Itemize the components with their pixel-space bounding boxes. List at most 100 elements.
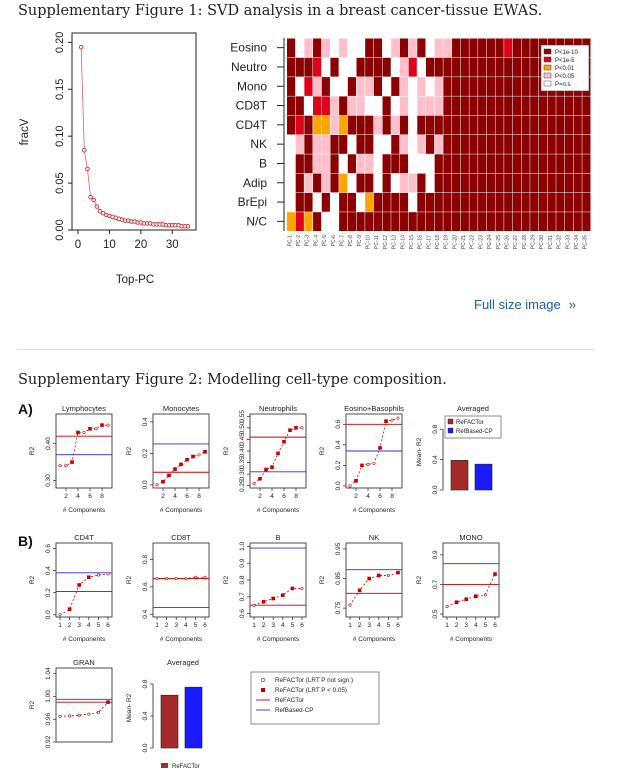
row-label: Mono [237,79,267,93]
heatmap-cell [391,115,400,135]
x-axis-label: # Components [63,636,106,643]
heatmap-cell [304,135,313,154]
legend-box [444,415,502,439]
series-point-significant [357,588,362,593]
y-tick-label: 0.4 [142,711,149,720]
heatmap-cell [321,38,330,58]
heatmap-cell [582,96,591,116]
heatmap-cell [478,212,487,231]
x-tick-label: 3 [464,622,468,629]
heatmap-cell [478,57,487,77]
heatmap-cell [287,38,296,58]
heatmap-cell [547,154,556,174]
y-tick-label: 0.4 [432,455,439,464]
heatmap-cell [313,77,322,96]
y-tick-label: 0.0 [142,480,149,489]
heatmap-cell [391,135,400,154]
legend-label: ReFACTor (LRT P < 0.05) [275,687,347,694]
x-tick-label: 5 [97,622,101,629]
heatmap-cell [495,154,504,174]
series-point-significant [281,593,285,597]
scree-point [185,223,191,229]
y-axis-label: R2 [223,446,230,455]
legend-swatch [447,427,454,434]
heatmap-cell [547,115,556,135]
heatmap-cell [452,192,461,212]
x-tick-label: 5 [291,622,295,629]
heatmap-cell [347,192,356,212]
heatmap-cell [538,212,548,231]
heatmap-cell [521,115,530,135]
series-point-significant [179,462,183,467]
heatmap-cell [486,115,495,135]
scree-point [85,166,90,172]
series-point [483,593,487,597]
row-label: Eosino [230,41,267,55]
row-label: B [259,156,267,170]
x-tick-label: 6 [396,622,400,629]
plot-title: Neutrophils [259,404,297,413]
heatmap-cell [339,96,348,116]
figure-1-image[interactable]: 0.00 0.05 0.10 0.15 0.20 0 10 20 30 fracV Top-PC E… [0,25,626,290]
heatmap-cell [443,96,452,116]
scree-point [78,44,84,50]
series-line [59,573,109,616]
y-tick-label: 0.8 [239,575,246,584]
heatmap-cell [504,135,513,154]
y-tick-label: 0.9 [432,550,439,559]
figure-2-panel-a[interactable]: A) Lymphocytes 0.30 0.40 2 4 6 8 R2 # Components M… [0,396,626,530]
figure-2-panel-c[interactable]: GRAN 0.92 0.96 1.00 1.04 R2 Averaged 0.0 0.4 0.8 M… [0,655,626,772]
full-size-image-link[interactable]: Full size image » [474,297,576,312]
heatmap-cell [521,96,530,116]
heatmap-cell [434,115,443,135]
heatmap-cell [452,154,461,174]
col-label: PC-34 [574,235,580,249]
x-tick-label: 2 [165,622,169,629]
heatmap-cell [512,154,522,174]
heatmap-cell [425,57,435,77]
plot-title: Averaged [457,404,489,413]
y-axis-label: Mean- R2 [416,437,423,466]
series-point-significant [360,463,364,468]
series-point-significant [276,451,280,456]
heatmap-cell [321,135,330,154]
col-label: PC-22 [470,235,476,249]
heatmap-cell [469,77,478,96]
col-label: PC-35 [583,235,589,249]
heatmap-cell [521,212,530,231]
heatmap-cell [452,77,461,96]
x-tick-label: 3 [271,622,275,629]
heatmap-cell [582,115,591,135]
heatmap-cell [373,38,383,58]
heatmap-cell [521,154,530,174]
heatmap-cell [460,135,469,154]
heatmap-cell [330,173,339,193]
series-point [174,577,178,581]
heatmap-cell [391,212,400,231]
col-label: PC-30 [539,235,545,249]
heatmap-cell [443,38,452,58]
series-point [165,577,169,581]
series-line [253,588,302,606]
bar [474,463,493,491]
chevron-right-icon: » [568,297,576,312]
heatmap-cell [434,57,443,77]
heatmap-cell [486,173,495,193]
y-tick-label: 0.92 [45,735,52,748]
heatmap-cell [564,212,574,231]
y-tick-label: 0.5 [432,609,439,618]
x-tick-label: 6 [282,493,286,500]
heatmap-cell [434,96,443,116]
plot-title: B [275,533,280,542]
heatmap-cell [530,173,539,193]
x-tick-label: 0 [75,239,81,251]
scree-line [80,47,188,227]
col-label: PC-15 [409,235,415,249]
heatmap-cell [304,212,313,231]
heatmap-cell [425,212,435,231]
heatmap-cell [295,135,304,154]
col-label: PC-17 [426,235,432,249]
heatmap-cell [538,115,548,135]
y-axis-label: R2 [126,446,133,455]
